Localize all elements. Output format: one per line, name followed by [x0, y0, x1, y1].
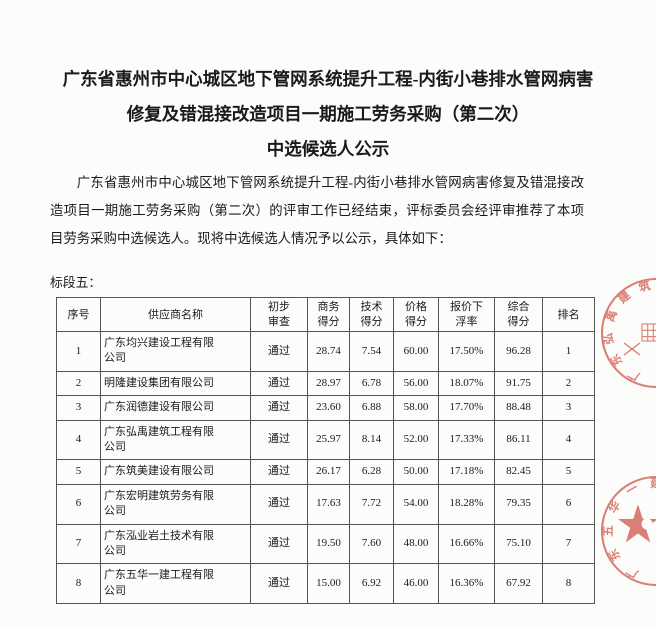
svg-text:华: 华 — [605, 498, 623, 515]
svg-text:东: 东 — [605, 546, 623, 563]
svg-text:禹: 禹 — [603, 308, 620, 324]
svg-text:建: 建 — [650, 476, 656, 490]
svg-text:一: 一 — [625, 482, 641, 498]
svg-text:东: 东 — [607, 351, 625, 369]
svg-text:弘: 弘 — [602, 332, 616, 345]
svg-text:广: 广 — [623, 563, 640, 581]
svg-text:五: 五 — [602, 525, 615, 537]
svg-text:广: 广 — [625, 366, 642, 384]
